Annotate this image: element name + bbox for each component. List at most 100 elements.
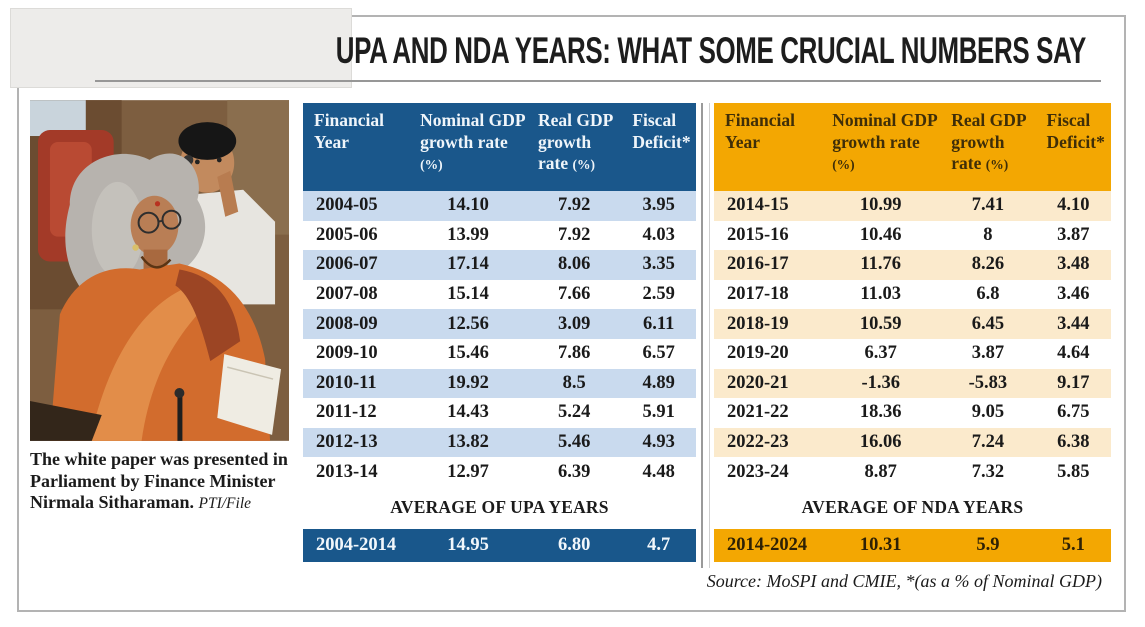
source-note: Source: MoSPI and CMIE, *(as a % of Nomi… <box>706 571 1102 591</box>
average-value-cell: 6.80 <box>527 528 622 562</box>
value-cell: 7.86 <box>557 343 591 364</box>
year-cell: 2016-17 <box>714 250 822 280</box>
year-cell: 2008-09 <box>303 309 410 339</box>
nda-table-body: 2014-15 10.99 7.41 4.10 2015-16 10.46 8 3.87 201… <box>714 191 1111 487</box>
value-cell: 3.35 <box>621 250 696 280</box>
average-value-cell: 14.95 <box>409 528 527 562</box>
table-row: 2005-06 13.99 7.92 4.03 <box>303 221 696 251</box>
man-hair <box>178 122 237 160</box>
nda-table: Financial Year Nominal GDP growth rate (… <box>714 103 1111 562</box>
year-cell: 2018-19 <box>714 309 822 339</box>
bindi <box>154 201 161 207</box>
average-value-cell: 5.9 <box>940 528 1036 562</box>
title-background-box <box>10 8 352 88</box>
value-cell: 6.39 <box>557 461 591 482</box>
value-cell: 3.95 <box>621 191 696 221</box>
value-cell: 8.87 <box>864 461 897 482</box>
table-row: 2018-19 10.59 6.45 3.44 <box>714 309 1111 339</box>
value-cell: 3.46 <box>1057 284 1090 305</box>
blouse-arm <box>175 269 241 362</box>
value-cell: 3.48 <box>1035 250 1111 280</box>
value-cell: 6.75 <box>1057 402 1090 423</box>
value-cell: 4.64 <box>1057 343 1090 364</box>
page-title-text: UPA AND NDA YEARS: WHAT SOME CRUCIAL NUM… <box>335 30 1087 71</box>
table-row: 2020-21 -1.36 -5.83 9.17 <box>714 368 1111 399</box>
value-cell: -5.83 <box>940 368 1036 399</box>
column-header-fiscal-deficit: Fiscal Deficit* <box>1035 103 1111 191</box>
table-row: 2008-09 12.56 3.09 6.11 <box>303 309 696 339</box>
value-cell: 7.92 <box>557 224 591 245</box>
value-cell: 16.06 <box>821 427 941 458</box>
table-row: 2023-24 8.87 7.32 5.85 <box>714 457 1111 487</box>
year-cell: 2011-12 <box>316 402 377 423</box>
value-cell: 11.03 <box>860 284 902 305</box>
upa-table-body: 2004-05 14.10 7.92 3.95 2005-06 13.99 7.92 4.03… <box>303 191 696 487</box>
column-header-real-gdp: Real GDP growth rate (%) <box>940 103 1036 191</box>
value-cell: 5.46 <box>527 427 622 458</box>
average-value-cell: 5.1 <box>1035 528 1111 562</box>
table-row: 2017-18 11.03 6.8 3.46 <box>714 280 1111 310</box>
year-cell: 2013-14 <box>316 461 378 482</box>
value-cell: 15.46 <box>447 343 489 364</box>
value-cell: 15.14 <box>447 284 489 305</box>
necklace <box>140 255 172 269</box>
average-value-cell: 10.31 <box>821 528 941 562</box>
column-header-financial-year: Financial Year <box>303 103 410 191</box>
value-cell: -1.36 <box>821 368 941 399</box>
value-cell: 6.11 <box>621 309 696 339</box>
year-cell: 2009-10 <box>316 343 378 364</box>
average-label: AVERAGE OF UPA YEARS <box>303 486 696 529</box>
photo-caption: The white paper was presented in Parliam… <box>30 449 298 514</box>
value-cell: 6.8 <box>976 284 1000 305</box>
average-label-row: AVERAGE OF UPA YEARS <box>303 486 696 529</box>
year-cell: 2022-23 <box>714 427 822 458</box>
column-header-real-gdp: Real GDP growth rate (%) <box>527 103 622 191</box>
value-cell: 4.48 <box>642 461 675 482</box>
column-header-fiscal-deficit: Fiscal Deficit* <box>621 103 696 191</box>
man-hand <box>217 170 239 217</box>
value-cell: 5.24 <box>557 402 591 423</box>
column-header-nominal-gdp: Nominal GDP growth rate (%) <box>409 103 527 191</box>
year-cell: 2005-06 <box>316 224 378 245</box>
value-cell: 19.92 <box>409 368 527 399</box>
table-divider-line-thin <box>709 103 710 568</box>
title-underline <box>95 80 1101 82</box>
value-cell: 9.17 <box>1035 368 1111 399</box>
value-cell: 10.46 <box>859 224 902 245</box>
year-cell: 2023-24 <box>727 461 789 482</box>
value-cell: 3.09 <box>527 309 622 339</box>
earring <box>132 244 139 251</box>
year-cell: 2007-08 <box>316 284 378 305</box>
value-cell: 4.89 <box>621 368 696 399</box>
value-cell: 8.06 <box>527 250 622 280</box>
value-cell: 3.87 <box>1057 224 1090 245</box>
year-cell: 2019-20 <box>727 343 789 364</box>
nda-table-footer: AVERAGE OF NDA YEARS 2014-2024 10.31 5.9… <box>714 486 1111 562</box>
value-cell: 4.03 <box>642 224 675 245</box>
year-cell: 2015-16 <box>727 224 789 245</box>
table-row: 2011-12 14.43 5.24 5.91 <box>303 398 696 428</box>
value-cell: 14.10 <box>409 191 527 221</box>
value-cell: 3.44 <box>1035 309 1111 339</box>
table-row: 2019-20 6.37 3.87 4.64 <box>714 339 1111 369</box>
value-cell: 14.43 <box>447 402 489 423</box>
table-row: 2004-05 14.10 7.92 3.95 <box>303 191 696 221</box>
column-header-financial-year: Financial Year <box>714 103 822 191</box>
table-row: 2009-10 15.46 7.86 6.57 <box>303 339 696 369</box>
value-cell: 7.66 <box>557 284 591 305</box>
page-title: UPA AND NDA YEARS: WHAT SOME CRUCIAL NUM… <box>175 30 1087 72</box>
table-row: 2015-16 10.46 8 3.87 <box>714 221 1111 251</box>
table-row: 2016-17 11.76 8.26 3.48 <box>714 250 1111 280</box>
value-cell: 10.99 <box>821 191 941 221</box>
column-header-nominal-gdp: Nominal GDP growth rate (%) <box>821 103 941 191</box>
average-period-cell: 2014-2024 <box>714 528 822 562</box>
average-label-row: AVERAGE OF NDA YEARS <box>714 486 1111 529</box>
value-cell: 7.32 <box>971 461 1005 482</box>
year-cell: 2017-18 <box>727 284 789 305</box>
average-label: AVERAGE OF NDA YEARS <box>714 486 1111 529</box>
photo-caption-text: The white paper was presented in Parliam… <box>30 449 288 513</box>
table-divider-line <box>701 103 703 568</box>
value-cell: 12.56 <box>409 309 527 339</box>
value-cell: 12.97 <box>447 461 489 482</box>
value-cell: 9.05 <box>971 402 1005 423</box>
